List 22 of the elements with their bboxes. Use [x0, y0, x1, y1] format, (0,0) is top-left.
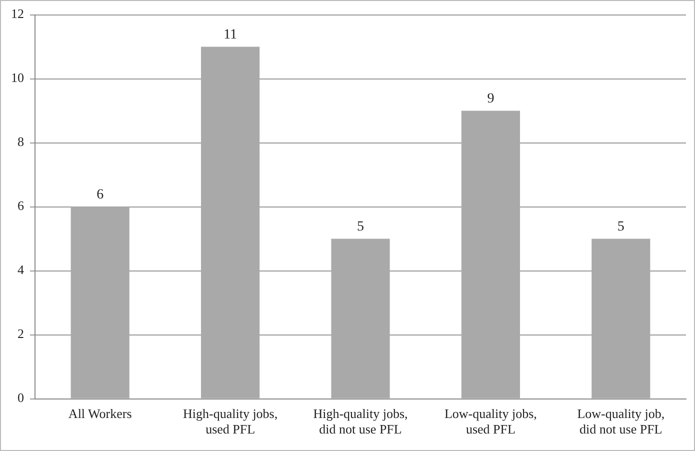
y-tick-label: 0 [18, 390, 24, 406]
data-label: 11 [224, 27, 238, 42]
y-tick-label: 10 [11, 70, 24, 86]
x-tick-label: Low-quality jobs, used PFL [444, 406, 537, 437]
bar [331, 238, 390, 398]
data-label: 5 [617, 219, 624, 234]
y-tick-label: 12 [11, 6, 24, 22]
y-tick-label: 4 [18, 262, 24, 278]
x-tick-label: Low-quality job, did not use PFL [577, 406, 665, 437]
bar [201, 46, 260, 398]
x-tick-label: High-quality jobs, used PFL [182, 406, 278, 437]
y-tick-label: 8 [18, 134, 24, 150]
bar [70, 206, 130, 398]
bar [461, 110, 520, 398]
y-tick-label: 2 [18, 326, 24, 342]
data-label: 5 [357, 219, 364, 234]
bar [592, 238, 650, 398]
data-label: 6 [96, 187, 104, 202]
y-tick-label: 6 [18, 198, 24, 214]
data-label: 9 [487, 91, 494, 106]
x-tick-label: High-quality jobs, did not use PFL [313, 406, 408, 437]
x-tick-label: All Workers [68, 406, 132, 422]
